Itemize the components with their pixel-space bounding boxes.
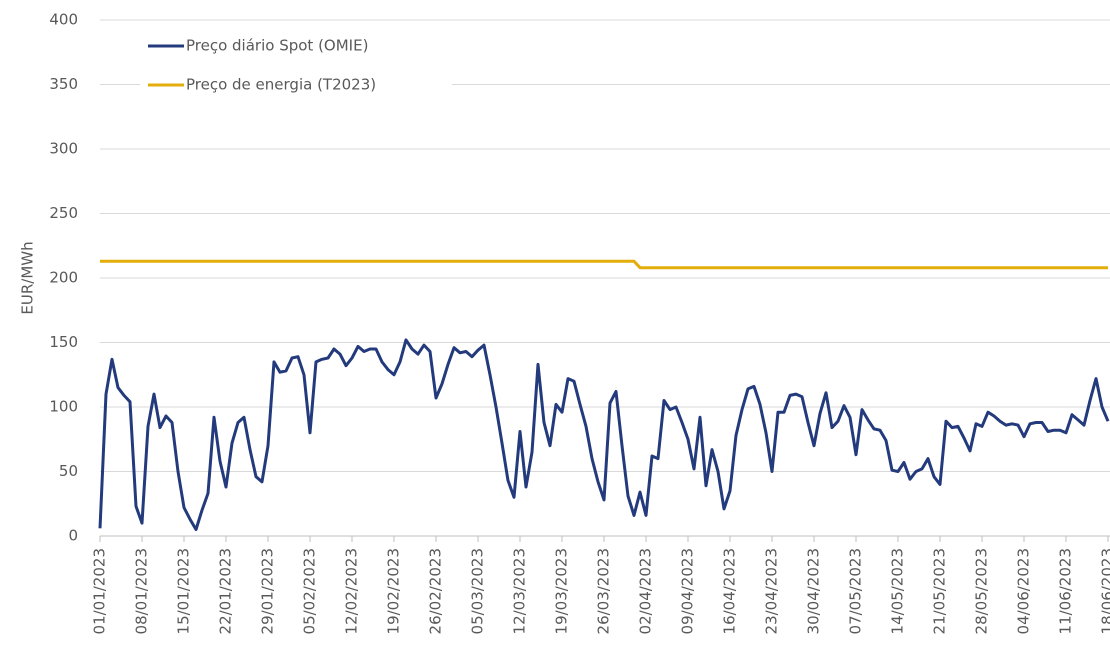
y-tick-label: 100: [49, 398, 78, 416]
x-tick-label: 26/02/2023: [427, 548, 445, 634]
x-tick-label: 07/05/2023: [847, 548, 865, 634]
y-tick-label: 150: [49, 333, 78, 351]
y-tick-label: 250: [49, 204, 78, 222]
x-tick-label: 12/03/2023: [511, 548, 529, 634]
x-tick-label: 08/01/2023: [133, 548, 151, 634]
x-tick-label: 12/02/2023: [343, 548, 361, 634]
x-tick-label: 18/06/2023: [1099, 548, 1110, 634]
x-tick-label: 19/02/2023: [385, 548, 403, 634]
x-tick-label: 09/04/2023: [679, 548, 697, 634]
y-axis-label: EUR/MWh: [19, 241, 37, 314]
x-tick-label: 04/06/2023: [1015, 548, 1033, 634]
x-tick-label: 15/01/2023: [175, 548, 193, 634]
x-tick-label: 05/02/2023: [301, 548, 319, 634]
x-tick-label: 26/03/2023: [595, 548, 613, 634]
y-tick-label: 350: [49, 75, 78, 93]
legend-label: Preço diário Spot (OMIE): [186, 37, 368, 55]
line-series: [100, 259, 1108, 270]
x-tick-label: 30/04/2023: [805, 548, 823, 634]
x-tick-label: 23/04/2023: [763, 548, 781, 634]
x-tick-label: 02/04/2023: [637, 548, 655, 634]
x-tick-label: 29/01/2023: [259, 548, 277, 634]
x-tick-label: 22/01/2023: [217, 548, 235, 634]
line-series: [98, 338, 1110, 531]
x-tick-label: 16/04/2023: [721, 548, 739, 634]
x-tick-label: 19/03/2023: [553, 548, 571, 634]
x-tick-label: 21/05/2023: [931, 548, 949, 634]
x-tick-label: 14/05/2023: [889, 548, 907, 634]
y-tick-label: 0: [68, 527, 78, 545]
legend-label: Preço de energia (T2023): [186, 76, 376, 94]
y-tick-label: 300: [49, 140, 78, 158]
legend-background: [140, 30, 452, 102]
y-tick-label: 200: [49, 269, 78, 287]
y-tick-label: 50: [59, 462, 78, 480]
x-tick-label: 28/05/2023: [973, 548, 991, 634]
y-tick-label: 400: [49, 11, 78, 29]
x-tick-label: 01/01/2023: [91, 548, 109, 634]
x-tick-label: 11/06/2023: [1057, 548, 1075, 634]
x-tick-label: 05/03/2023: [469, 548, 487, 634]
